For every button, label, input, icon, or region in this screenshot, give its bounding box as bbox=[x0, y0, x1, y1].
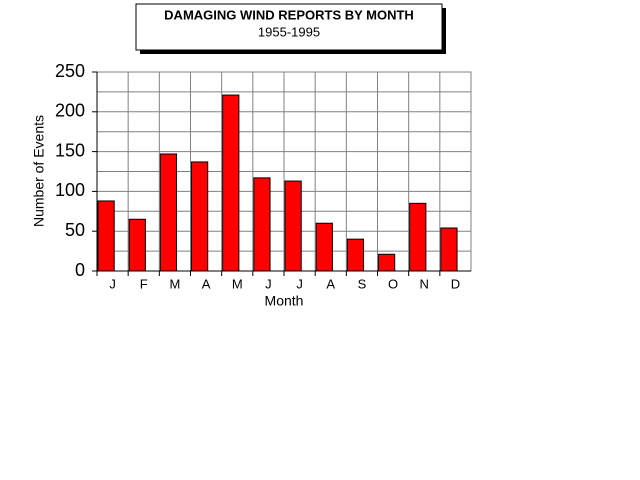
bar bbox=[378, 253, 396, 272]
y-axis-label: Number of Events bbox=[31, 115, 47, 227]
bar bbox=[440, 227, 458, 272]
y-tick-label: 250 bbox=[55, 61, 85, 81]
y-tick-label: 100 bbox=[55, 180, 85, 200]
x-axis-label: Month bbox=[265, 293, 304, 309]
bar bbox=[222, 94, 240, 272]
y-tick-label: 200 bbox=[55, 101, 85, 121]
x-tick-label: J bbox=[296, 276, 303, 291]
bar bbox=[253, 177, 271, 272]
x-tick-label: J bbox=[109, 276, 116, 291]
x-tick-label: O bbox=[388, 276, 398, 291]
x-tick-label: D bbox=[451, 276, 460, 291]
bar bbox=[159, 153, 178, 272]
bar bbox=[315, 222, 333, 272]
x-tick-label: F bbox=[140, 276, 148, 291]
x-tick-label: A bbox=[326, 276, 335, 291]
x-tick-label: A bbox=[202, 276, 211, 291]
y-tick-label: 0 bbox=[75, 260, 85, 280]
y-tick-label: 150 bbox=[55, 140, 85, 160]
x-tick-label: N bbox=[420, 276, 429, 291]
y-tick-label: 50 bbox=[65, 220, 85, 240]
bar bbox=[409, 202, 427, 272]
x-tick-label: J bbox=[265, 276, 272, 291]
bar bbox=[191, 161, 209, 272]
chart-title: DAMAGING WIND REPORTS BY MONTH bbox=[164, 7, 414, 22]
x-tick-label: M bbox=[232, 276, 243, 291]
chart-subtitle: 1955-1995 bbox=[258, 24, 320, 39]
title-box bbox=[135, 3, 443, 51]
bar bbox=[97, 200, 115, 272]
x-tick-label: S bbox=[358, 276, 367, 291]
bar bbox=[128, 218, 146, 272]
bar bbox=[346, 238, 365, 272]
bar bbox=[284, 180, 302, 272]
x-tick-label: M bbox=[169, 276, 180, 291]
